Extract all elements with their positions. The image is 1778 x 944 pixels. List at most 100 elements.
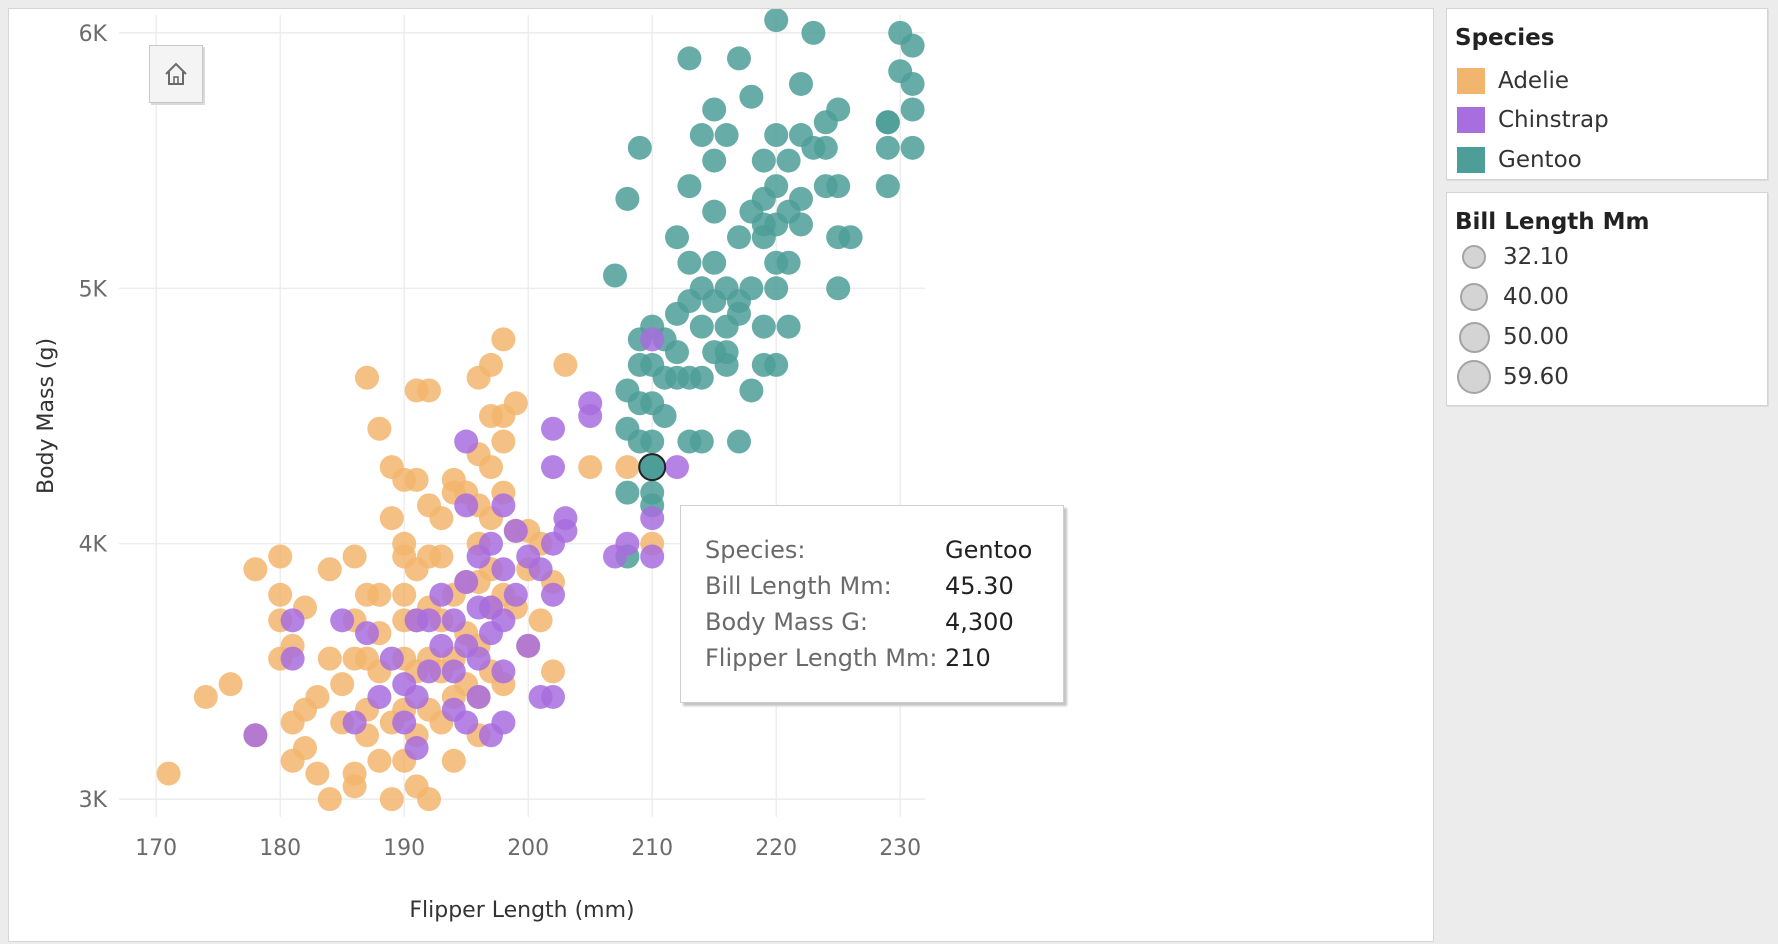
data-point-chinstrap[interactable] <box>429 582 454 607</box>
data-point-gentoo[interactable] <box>826 276 851 301</box>
data-point-gentoo[interactable] <box>900 71 925 96</box>
data-point-chinstrap[interactable] <box>280 646 305 671</box>
data-point-chinstrap[interactable] <box>491 608 516 633</box>
data-point-chinstrap[interactable] <box>404 736 429 761</box>
data-point-adelie[interactable] <box>404 467 429 492</box>
data-point-gentoo[interactable] <box>627 135 652 160</box>
data-point-gentoo[interactable] <box>776 250 801 275</box>
data-point-gentoo[interactable] <box>751 148 776 173</box>
data-point-adelie[interactable] <box>268 582 293 607</box>
data-point-chinstrap[interactable] <box>454 493 479 518</box>
data-point-gentoo[interactable] <box>727 301 751 326</box>
data-point-gentoo[interactable] <box>702 199 727 224</box>
data-point-chinstrap[interactable] <box>466 684 491 709</box>
data-point-gentoo[interactable] <box>640 429 665 454</box>
data-point-chinstrap[interactable] <box>541 684 565 709</box>
data-point-adelie[interactable] <box>429 544 454 569</box>
data-point-adelie[interactable] <box>317 646 342 671</box>
data-point-gentoo[interactable] <box>875 135 900 160</box>
data-point-chinstrap[interactable] <box>516 633 541 658</box>
data-point-gentoo[interactable] <box>689 314 714 339</box>
data-point-gentoo[interactable] <box>603 263 627 288</box>
data-point-gentoo[interactable] <box>652 404 677 428</box>
data-point-chinstrap[interactable] <box>640 506 665 531</box>
legend-item-adelie[interactable]: Adelie <box>1457 66 1569 96</box>
data-point-chinstrap[interactable] <box>417 608 441 633</box>
data-point-adelie[interactable] <box>379 787 404 812</box>
data-point-adelie[interactable] <box>317 787 342 812</box>
data-point-adelie[interactable] <box>479 352 503 377</box>
data-point-adelie[interactable] <box>317 557 342 582</box>
data-point-gentoo[interactable] <box>875 110 900 135</box>
data-point-gentoo[interactable] <box>900 97 925 122</box>
data-point-chinstrap[interactable] <box>553 518 578 543</box>
size-legend-item[interactable]: 59.60 <box>1457 360 1569 394</box>
data-point-adelie[interactable] <box>379 506 404 531</box>
data-point-chinstrap[interactable] <box>578 391 603 416</box>
data-point-gentoo[interactable] <box>689 123 714 148</box>
data-point-gentoo[interactable] <box>689 429 714 454</box>
data-point-gentoo[interactable] <box>838 225 863 250</box>
highlighted-point[interactable] <box>638 453 667 482</box>
data-point-chinstrap[interactable] <box>342 710 367 735</box>
data-point-gentoo[interactable] <box>689 365 714 390</box>
data-point-chinstrap[interactable] <box>665 455 689 480</box>
data-point-adelie[interactable] <box>479 455 503 480</box>
data-point-gentoo[interactable] <box>677 46 702 71</box>
scatter-chart[interactable]: 170 180 190 200 210 220 230 3K 4K 5K 6K Flipper Len… <box>9 9 1433 941</box>
data-point-chinstrap[interactable] <box>441 608 466 633</box>
data-point-chinstrap[interactable] <box>429 633 454 658</box>
data-point-chinstrap[interactable] <box>615 531 640 556</box>
data-point-gentoo[interactable] <box>727 46 751 71</box>
data-point-adelie[interactable] <box>243 557 268 582</box>
data-point-adelie[interactable] <box>553 352 578 377</box>
data-point-gentoo[interactable] <box>677 250 702 275</box>
data-point-gentoo[interactable] <box>751 314 776 339</box>
data-point-chinstrap[interactable] <box>541 582 565 607</box>
data-point-adelie[interactable] <box>330 672 355 697</box>
data-point-gentoo[interactable] <box>702 97 727 122</box>
data-point-chinstrap[interactable] <box>392 710 417 735</box>
data-point-gentoo[interactable] <box>665 340 689 365</box>
data-point-chinstrap[interactable] <box>404 684 429 709</box>
data-point-chinstrap[interactable] <box>479 531 503 556</box>
data-point-chinstrap[interactable] <box>280 608 305 633</box>
data-point-adelie[interactable] <box>193 684 218 709</box>
data-point-gentoo[interactable] <box>900 33 925 58</box>
data-point-gentoo[interactable] <box>739 84 764 109</box>
data-point-gentoo[interactable] <box>764 174 789 199</box>
data-point-gentoo[interactable] <box>789 186 813 211</box>
data-point-chinstrap[interactable] <box>454 429 479 454</box>
data-point-gentoo[interactable] <box>776 148 801 173</box>
data-point-chinstrap[interactable] <box>640 544 665 569</box>
data-point-gentoo[interactable] <box>615 480 640 505</box>
data-point-adelie[interactable] <box>578 455 603 480</box>
data-point-gentoo[interactable] <box>813 135 838 160</box>
data-point-chinstrap[interactable] <box>503 582 528 607</box>
data-point-adelie[interactable] <box>293 736 317 761</box>
data-point-chinstrap[interactable] <box>379 646 404 671</box>
legend-item-gentoo[interactable]: Gentoo <box>1457 145 1582 175</box>
data-point-gentoo[interactable] <box>764 352 789 377</box>
data-point-gentoo[interactable] <box>764 276 789 301</box>
data-point-adelie[interactable] <box>342 544 367 569</box>
data-point-chinstrap[interactable] <box>466 646 491 671</box>
data-point-adelie[interactable] <box>367 748 392 773</box>
data-point-gentoo[interactable] <box>739 378 764 403</box>
data-point-gentoo[interactable] <box>665 225 689 250</box>
legend-item-chinstrap[interactable]: Chinstrap <box>1457 105 1609 135</box>
data-point-chinstrap[interactable] <box>491 659 516 684</box>
data-point-adelie[interactable] <box>528 608 553 633</box>
data-point-adelie[interactable] <box>491 327 516 352</box>
data-point-gentoo[interactable] <box>776 314 801 339</box>
data-point-adelie[interactable] <box>268 544 293 569</box>
data-point-adelie[interactable] <box>305 761 330 786</box>
data-point-gentoo[interactable] <box>826 97 851 122</box>
data-point-adelie[interactable] <box>541 659 565 684</box>
data-point-gentoo[interactable] <box>677 174 702 199</box>
data-point-adelie[interactable] <box>503 391 528 416</box>
data-point-gentoo[interactable] <box>900 135 925 160</box>
data-point-adelie[interactable] <box>491 429 516 454</box>
data-point-adelie[interactable] <box>305 684 330 709</box>
data-point-chinstrap[interactable] <box>503 518 528 543</box>
